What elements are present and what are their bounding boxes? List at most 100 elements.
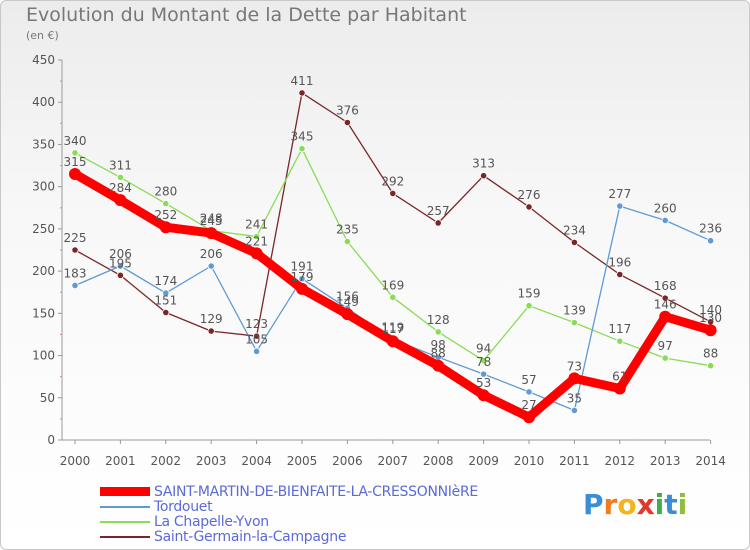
- data-point: [568, 372, 581, 385]
- legend-swatch: [100, 487, 150, 496]
- data-label: 174: [154, 274, 177, 288]
- data-point: [434, 328, 442, 336]
- y-tick-label: 350: [32, 137, 55, 151]
- data-label: 196: [608, 255, 631, 269]
- legend-swatch: [100, 520, 150, 523]
- data-label: 117: [608, 322, 631, 336]
- legend-label: La Chapelle-Yvon: [154, 513, 269, 530]
- data-point: [207, 262, 215, 270]
- data-point: [523, 411, 535, 424]
- legend-swatch: [100, 505, 150, 508]
- x-tick-label: 2010: [514, 454, 545, 468]
- data-point: [616, 270, 624, 279]
- data-point: [661, 216, 669, 225]
- y-tick-label: 300: [32, 180, 55, 194]
- data-label: 245: [200, 214, 223, 228]
- data-label: 128: [427, 313, 450, 327]
- y-tick-label: 450: [32, 53, 55, 67]
- data-point: [525, 388, 533, 396]
- legend-item: Tordouet: [100, 499, 213, 515]
- data-label: 129: [200, 312, 223, 326]
- data-point: [69, 168, 81, 180]
- data-point: [162, 199, 170, 208]
- chart-subtitle: (en €): [26, 29, 59, 42]
- data-label: 151: [154, 293, 177, 307]
- data-point: [116, 271, 125, 279]
- x-tick-label: 2009: [468, 454, 499, 468]
- logo-letter: i: [654, 488, 665, 521]
- x-tick-label: 2005: [287, 454, 318, 468]
- x-tick-label: 2000: [60, 454, 91, 468]
- data-label: 130: [699, 311, 722, 325]
- logo-letter: r: [603, 488, 618, 521]
- data-point: [298, 89, 306, 97]
- data-point: [706, 237, 715, 245]
- chart-title: Evolution du Montant de la Dette par Hab…: [26, 4, 467, 26]
- data-point: [162, 289, 170, 297]
- data-point: [205, 227, 218, 240]
- y-tick-label: 400: [32, 95, 55, 109]
- logo-letter: t: [664, 488, 678, 521]
- data-point: [570, 319, 579, 327]
- legend-label: SAINT-MARTIN-DE-BIENFAITE-LA-CRESSONNIèR…: [154, 483, 478, 500]
- data-label: 88: [431, 347, 446, 361]
- data-point: [479, 370, 488, 378]
- data-point: [661, 294, 669, 302]
- data-label: 123: [245, 317, 268, 331]
- data-label: 94: [476, 342, 491, 356]
- data-label: 105: [245, 332, 268, 346]
- data-point: [616, 202, 624, 210]
- data-point: [253, 332, 261, 340]
- data-point: [341, 308, 354, 321]
- data-label: 156: [336, 289, 359, 303]
- data-label: 311: [109, 158, 132, 172]
- x-tick-label: 2006: [332, 454, 363, 468]
- x-tick-label: 2013: [650, 454, 681, 468]
- y-tick-label: 100: [32, 349, 55, 363]
- data-label: 292: [381, 174, 404, 188]
- x-tick-label: 2011: [559, 454, 590, 468]
- data-point: [389, 189, 397, 198]
- y-tick-label: 250: [32, 222, 55, 236]
- data-point: [389, 293, 397, 301]
- data-point: [71, 281, 79, 290]
- x-tick-label: 2014: [695, 454, 726, 468]
- data-label: 411: [291, 74, 314, 88]
- data-label: 221: [245, 234, 268, 248]
- data-label: 313: [472, 157, 495, 171]
- data-label: 117: [381, 322, 404, 336]
- data-label: 315: [64, 155, 87, 169]
- data-point: [298, 275, 306, 283]
- data-point: [616, 337, 624, 345]
- x-tick-label: 2002: [151, 454, 182, 468]
- data-point: [250, 247, 263, 260]
- data-point: [296, 282, 308, 295]
- data-label: 260: [654, 201, 677, 215]
- data-point: [434, 219, 442, 227]
- data-point: [253, 347, 261, 355]
- data-label: 277: [608, 187, 631, 201]
- data-point: [207, 327, 215, 335]
- data-point: [570, 406, 579, 415]
- proxiti-logo: Proxiti: [583, 488, 687, 521]
- data-point: [704, 324, 717, 337]
- data-point: [116, 262, 125, 270]
- data-label: 376: [336, 103, 359, 117]
- data-point: [159, 221, 172, 234]
- data-label: 236: [699, 222, 722, 236]
- y-tick-label: 200: [32, 264, 55, 278]
- legend-item: SAINT-MARTIN-DE-BIENFAITE-LA-CRESSONNIèR…: [100, 483, 478, 500]
- data-point: [525, 302, 533, 310]
- data-point: [386, 335, 399, 348]
- x-tick-label: 2007: [378, 454, 409, 468]
- data-label: 140: [699, 303, 722, 317]
- data-point: [479, 172, 488, 180]
- data-label: 234: [563, 223, 586, 237]
- x-tick-label: 2008: [423, 454, 454, 468]
- data-label: 241: [245, 217, 268, 231]
- logo-letter: x: [636, 488, 655, 521]
- data-label: 206: [109, 247, 132, 261]
- data-point: [661, 354, 669, 362]
- x-tick-label: 2003: [196, 454, 227, 468]
- data-label: 179: [291, 270, 314, 284]
